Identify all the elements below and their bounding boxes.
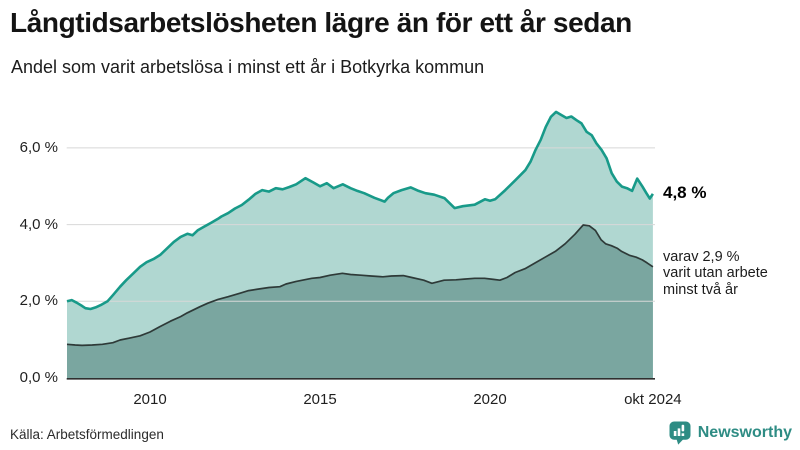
x-tick-label: 2015 — [303, 391, 337, 408]
y-tick-label: 0,0 % — [19, 369, 58, 386]
series-line — [66, 224, 654, 347]
page-title: Långtidsarbetslösheten lägre än för ett … — [10, 7, 632, 38]
x-tick-label: 2010 — [133, 391, 167, 408]
latest-value-annotation: 4,8 % — [663, 182, 707, 202]
series-line — [66, 110, 654, 311]
secondary-annotation-line-1: varav 2,9 % — [663, 248, 740, 265]
secondary-annotation-line-2: varit utan arbete — [663, 265, 768, 282]
newsworthy-logo[interactable]: Newsworthy — [668, 420, 792, 445]
source-note: Källa: Arbetsförmedlingen — [10, 427, 164, 442]
y-tick-label: 2,0 % — [19, 292, 58, 310]
newsworthy-icon — [669, 421, 691, 445]
secondary-annotation: varav 2,9 % varit utan arbete minst två … — [663, 249, 768, 299]
secondary-annotation-line-3: minst två år — [663, 281, 738, 298]
y-tick-label: 4,0 % — [19, 215, 58, 233]
page-subtitle: Andel som varit arbetslösa i minst ett å… — [11, 57, 485, 77]
newsworthy-wordmark: Newsworthy — [697, 423, 792, 441]
x-tick-label: 2020 — [473, 391, 507, 408]
x-tick-label: okt 2024 — [624, 391, 682, 408]
y-tick-label: 6,0 % — [19, 138, 58, 156]
